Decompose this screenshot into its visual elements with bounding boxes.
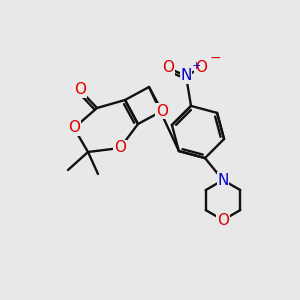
Text: O: O: [217, 213, 229, 228]
Text: O: O: [74, 82, 86, 98]
Text: O: O: [162, 60, 174, 75]
Text: O: O: [114, 140, 126, 155]
Text: +: +: [192, 61, 201, 71]
Text: N: N: [217, 172, 229, 188]
Text: −: −: [210, 51, 222, 65]
Text: O: O: [68, 121, 80, 136]
Text: N: N: [180, 68, 192, 83]
Text: O: O: [156, 103, 168, 118]
Text: O: O: [195, 60, 207, 75]
